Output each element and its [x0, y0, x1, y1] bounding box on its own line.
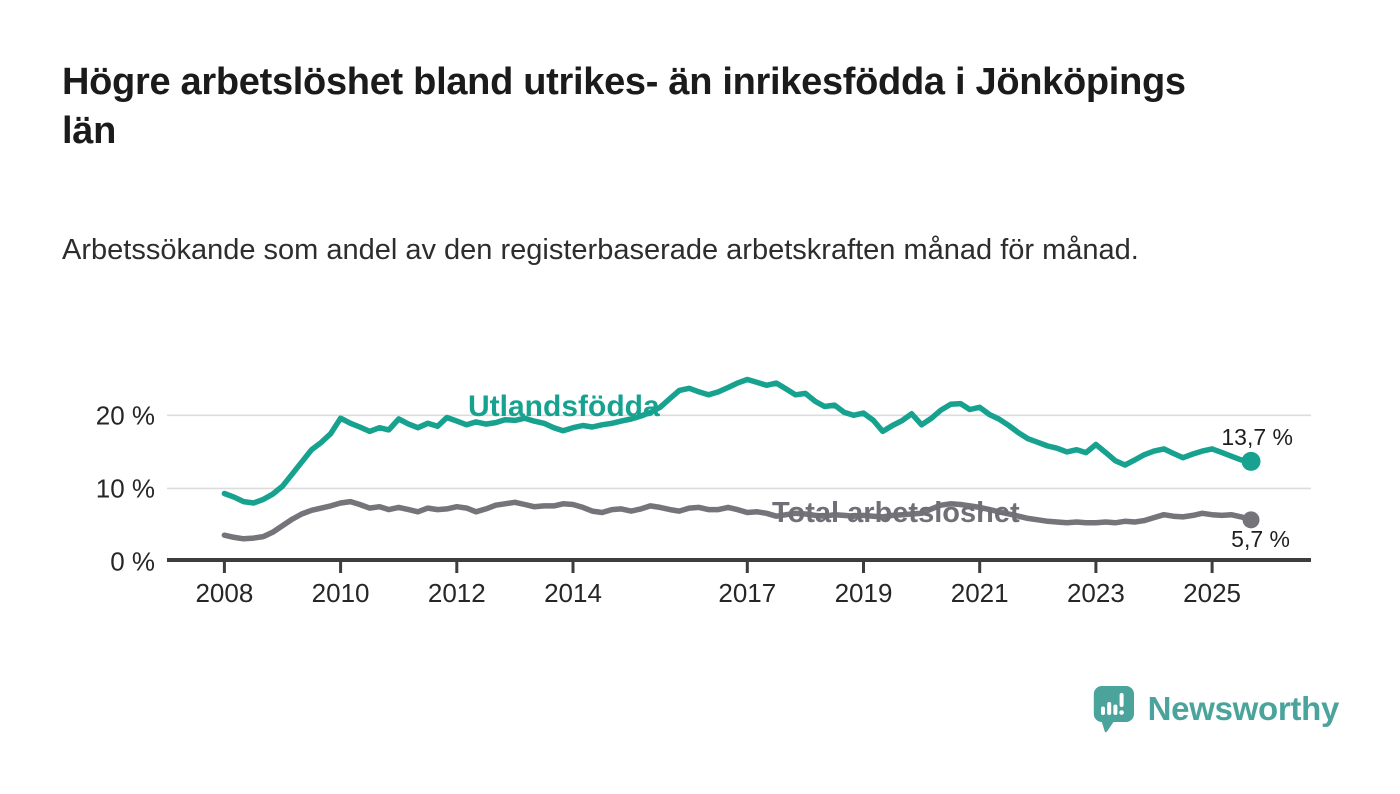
newsworthy-logo: Newsworthy	[1093, 685, 1339, 733]
series-line-1	[221, 498, 1254, 542]
end-value-utlandsfodda: 13,7 %	[1221, 424, 1293, 450]
brand-text: Newsworthy	[1147, 690, 1340, 727]
x-tick-label: 2019	[835, 578, 893, 608]
end-value-total: 5,7 %	[1231, 526, 1290, 552]
x-tick-label: 2017	[718, 578, 776, 608]
x-tick-label: 2010	[312, 578, 370, 608]
x-tick-label: 2021	[951, 578, 1009, 608]
x-tick-label: 2008	[195, 578, 253, 608]
x-tick-label: 2012	[428, 578, 486, 608]
x-tick-label: 2023	[1067, 578, 1125, 608]
page-title: Högre arbetslöshet bland utrikes- än inr…	[62, 61, 1186, 152]
x-tick-label: 2025	[1183, 578, 1241, 608]
x-tick-label: 2014	[544, 578, 602, 608]
series-end-dot-0	[1241, 451, 1261, 471]
series-line-0	[221, 376, 1254, 506]
page-subtitle: Arbetssökande som andel av den registerb…	[62, 234, 1139, 266]
series-end-dot-1	[1242, 511, 1260, 529]
y-tick-label: 10 %	[96, 473, 155, 503]
series-label-total-arbetsloshet: Total arbetslöshet	[772, 497, 1020, 529]
series-label-utlandsfodda: Utlandsfödda	[468, 390, 660, 423]
y-tick-label: 20 %	[96, 400, 155, 430]
newsworthy-logo-icon	[1093, 686, 1134, 733]
y-tick-label: 0 %	[110, 547, 155, 577]
